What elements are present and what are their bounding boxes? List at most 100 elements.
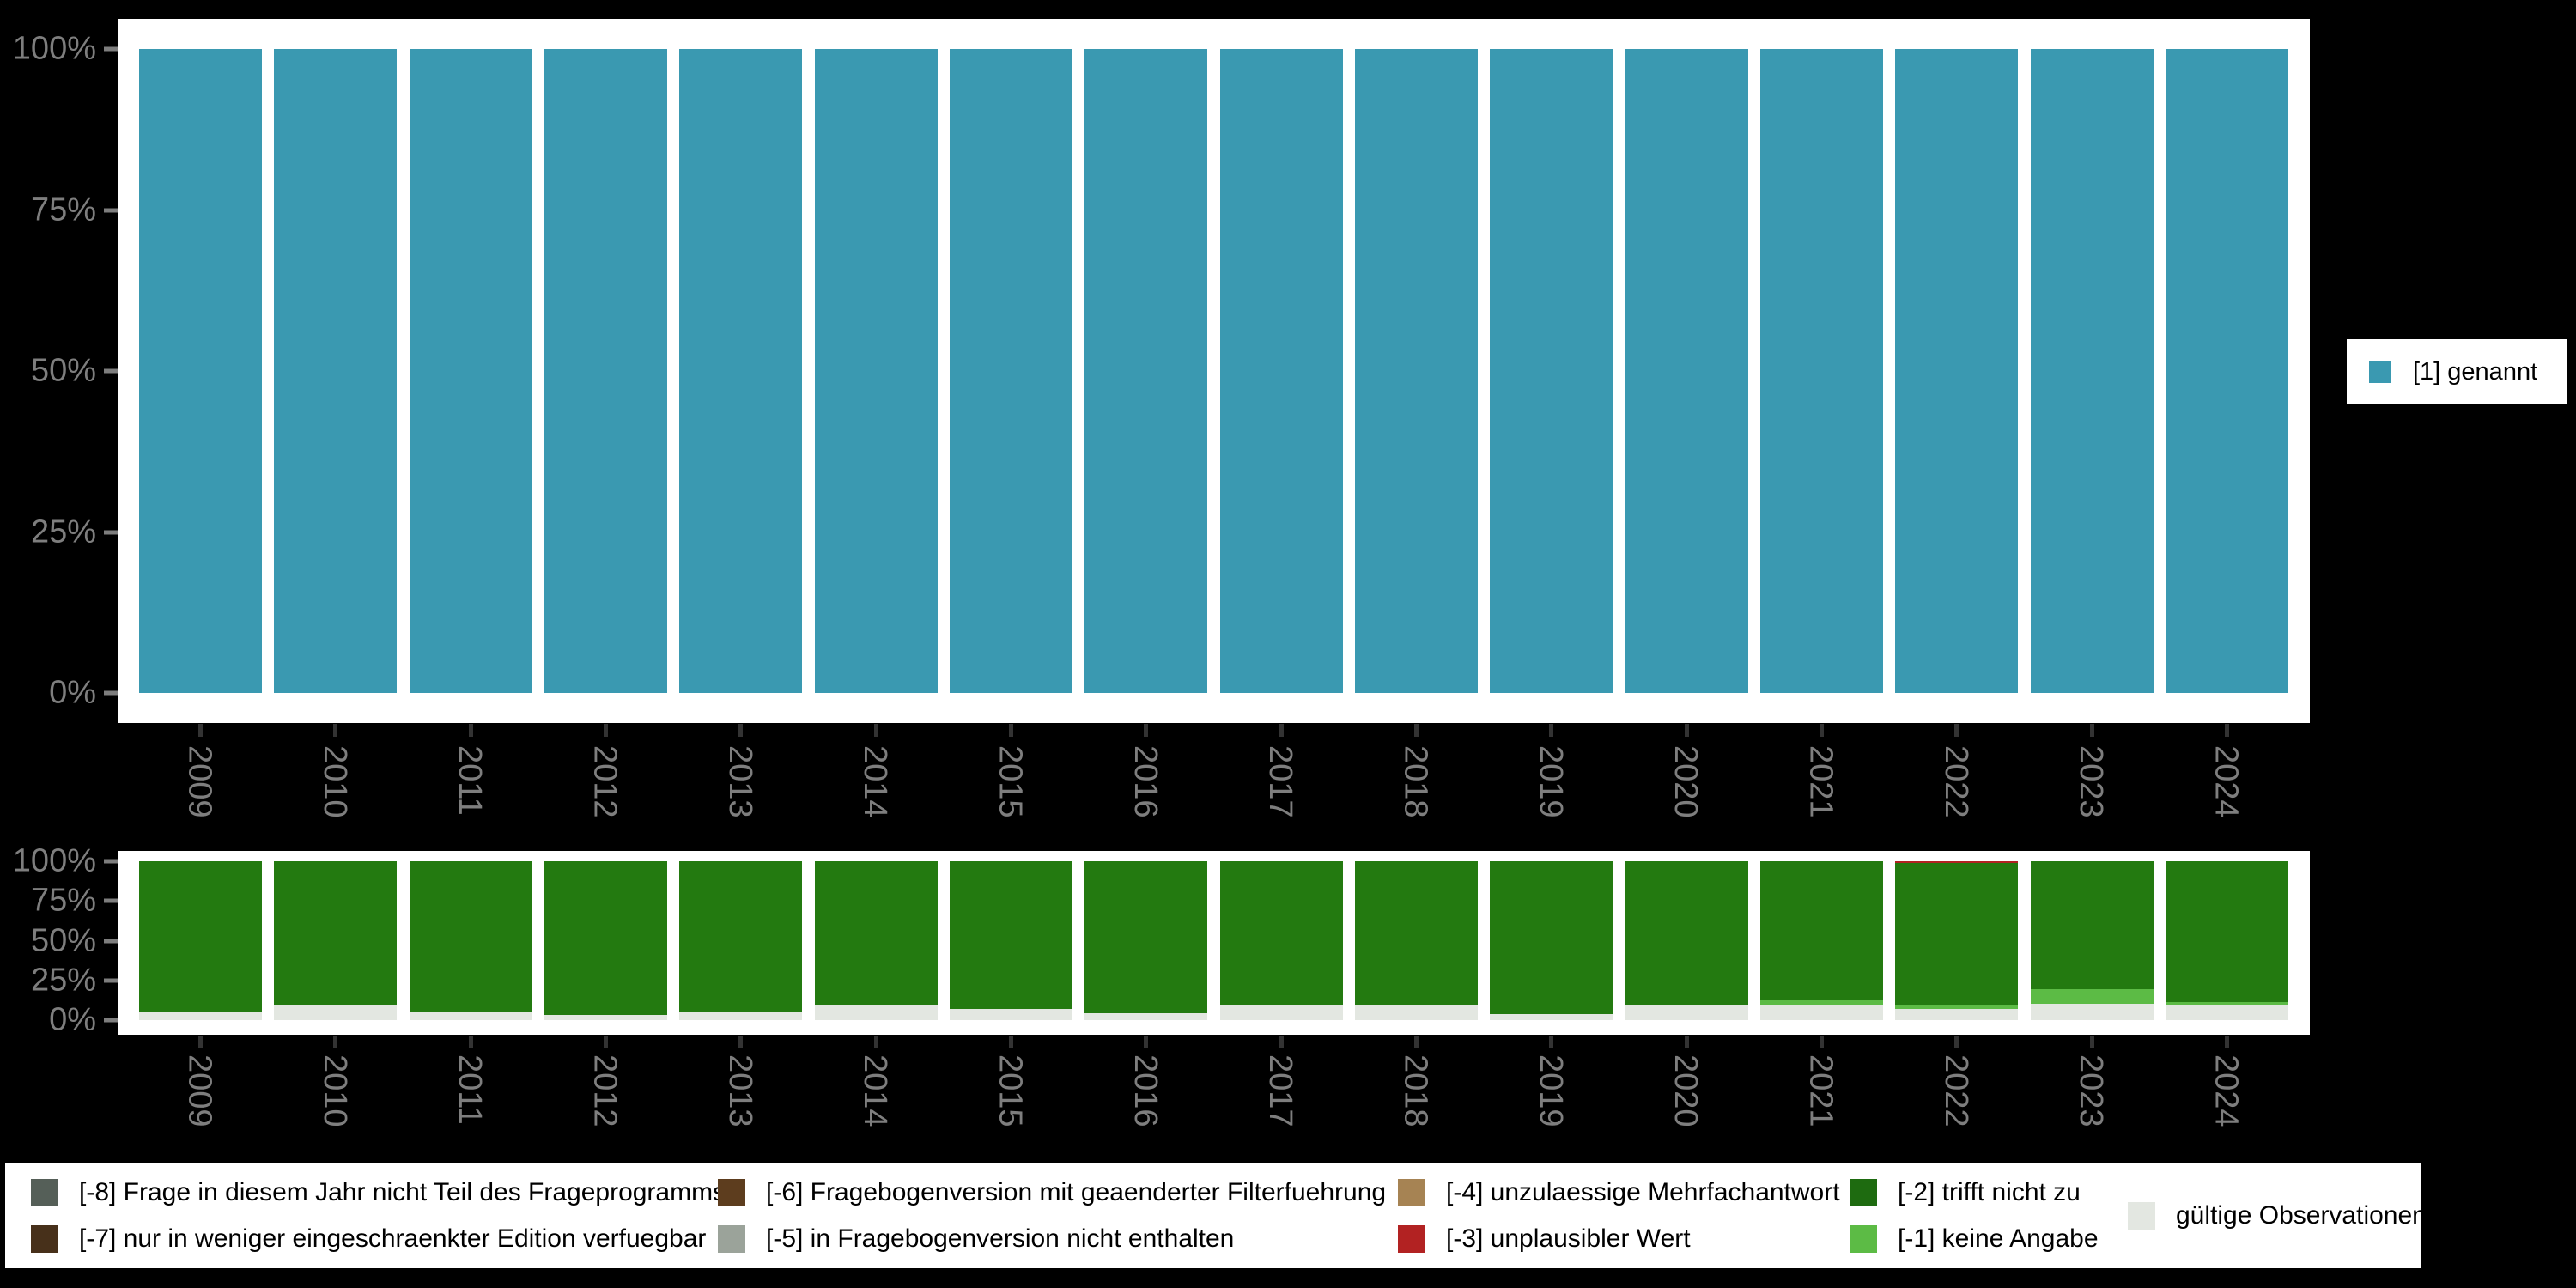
bar-2021: [1759, 861, 1883, 1020]
bar-2012: [544, 861, 667, 1020]
bar-segment: [139, 861, 262, 1012]
bar-2024: [2165, 861, 2288, 1020]
x-axis-label-2011: 2011: [452, 745, 489, 816]
legend-item: [-3] unplausibler Wert: [1398, 1224, 1840, 1254]
x-axis-label-2009: 2009: [181, 745, 218, 818]
x-axis-label-2019: 2019: [1532, 745, 1569, 818]
bar-segment: [544, 49, 667, 693]
legend-item-label: [-2] trifft nicht zu: [1898, 1178, 2081, 1206]
y-axis-tick: [104, 1018, 118, 1023]
x-axis-label-2012: 2012: [586, 745, 623, 818]
bar-2018: [1354, 49, 1478, 693]
bar-segment: [139, 49, 262, 693]
x-axis-tick: [2089, 1036, 2094, 1048]
x-axis-label-2023: 2023: [2073, 1054, 2110, 1127]
bar-segment: [1354, 49, 1478, 693]
y-axis-label: 50%: [30, 922, 96, 958]
bar-2018: [1354, 861, 1478, 1020]
y-axis-tick: [104, 208, 118, 212]
bar-segment: [2030, 861, 2154, 989]
y-axis-tick: [104, 690, 118, 696]
bar-2019: [1490, 49, 1613, 693]
bar-2013: [679, 49, 803, 693]
bar-2017: [1219, 861, 1343, 1020]
bar-segment: [1490, 861, 1613, 1014]
bar-segment: [274, 861, 398, 1006]
bar-2010: [274, 861, 398, 1020]
legend-item-label: [-6] Fragebogenversion mit geaenderter F…: [766, 1178, 1387, 1206]
bar-2015: [949, 861, 1072, 1020]
legend-item-label: [-7] nur in weniger eingeschraenkter Edi…: [79, 1224, 707, 1253]
bar-2017: [1219, 49, 1343, 693]
bar-segment: [1625, 49, 1748, 693]
bar-2012: [544, 49, 667, 693]
x-axis-label-2009: 2009: [181, 1054, 218, 1127]
x-axis-tick: [468, 1036, 473, 1048]
legend-item: [-5] in Fragebogenversion nicht enthalte…: [718, 1224, 1386, 1254]
x-axis-tick: [1279, 724, 1284, 737]
bar-segment: [1084, 1012, 1208, 1020]
bottom-chart-plot-area: [118, 851, 2310, 1035]
x-axis-label-2023: 2023: [2073, 745, 2110, 818]
bar-segment: [1084, 861, 1208, 1013]
bar-2023: [2030, 49, 2154, 693]
y-axis-label: 50%: [30, 352, 96, 389]
y-axis-label: 0%: [49, 674, 96, 711]
legend-swatch: [2128, 1202, 2155, 1230]
bar-segment: [274, 49, 398, 693]
y-axis-tick: [104, 978, 118, 983]
x-axis-label-2018: 2018: [1397, 745, 1434, 818]
bar-segment: [1219, 861, 1343, 1005]
bar-segment: [2165, 861, 2288, 1002]
legend-item: [-2] trifft nicht zu: [1850, 1178, 2099, 1207]
x-axis-label-2020: 2020: [1668, 745, 1704, 818]
bar-segment: [1759, 999, 1883, 1005]
bar-2021: [1759, 49, 1883, 693]
legend-item: [-6] Fragebogenversion mit geaenderter F…: [718, 1178, 1386, 1207]
legend-swatch: [31, 1225, 58, 1253]
bar-segment: [949, 1009, 1072, 1020]
legend-item: [-4] unzulaessige Mehrfachantwort: [1398, 1178, 1840, 1207]
x-axis-tick: [738, 1036, 744, 1048]
x-axis-label-2015: 2015: [992, 745, 1029, 818]
bar-segment: [1354, 1004, 1478, 1020]
x-axis-tick: [604, 1036, 608, 1048]
missing-values-legend: [-8] Frage in diesem Jahr nicht Teil des…: [5, 1163, 2427, 1268]
legend-swatch: [1850, 1225, 1877, 1253]
legend-swatch: [31, 1179, 58, 1206]
bar-segment: [2165, 49, 2288, 693]
legend-swatch: [1398, 1179, 1425, 1206]
x-axis-label-2021: 2021: [1802, 1054, 1839, 1127]
legend-swatch-genannt: [2369, 361, 2391, 383]
y-axis-label: 100%: [12, 842, 96, 879]
legend-label-genannt: [1] genannt: [2413, 357, 2538, 386]
bar-2014: [814, 861, 938, 1020]
x-axis-tick: [2225, 1036, 2229, 1048]
x-axis-tick: [604, 724, 608, 737]
legend-column: gültige Observationen: [2128, 1163, 2427, 1268]
bar-segment: [2030, 1003, 2154, 1020]
bar-2024: [2165, 49, 2288, 693]
bar-segment: [1219, 1005, 1343, 1020]
top-chart-plot-area: [118, 19, 2310, 723]
x-axis-label-2016: 2016: [1127, 745, 1163, 818]
bar-segment: [1759, 861, 1883, 1000]
legend-item: [-1] keine Angabe: [1850, 1224, 2099, 1254]
top-chart-bars: [139, 49, 2288, 693]
bar-segment: [1895, 862, 2019, 1006]
x-axis-tick: [1954, 724, 1959, 737]
x-axis-tick: [1009, 1036, 1013, 1048]
x-axis-label-2012: 2012: [586, 1054, 623, 1127]
bar-2020: [1625, 49, 1748, 693]
bar-2010: [274, 49, 398, 693]
x-axis-label-2013: 2013: [721, 745, 758, 818]
legend-item-label: [-4] unzulaessige Mehrfachantwort: [1446, 1178, 1840, 1206]
bar-2009: [139, 49, 262, 693]
y-axis-tick: [104, 939, 118, 943]
x-axis-label-2020: 2020: [1668, 1054, 1704, 1127]
x-axis-label-2015: 2015: [992, 1054, 1029, 1127]
y-axis-tick: [104, 46, 118, 52]
x-axis-tick: [468, 724, 473, 737]
x-axis-tick: [198, 1036, 203, 1048]
bar-segment: [139, 1012, 262, 1020]
